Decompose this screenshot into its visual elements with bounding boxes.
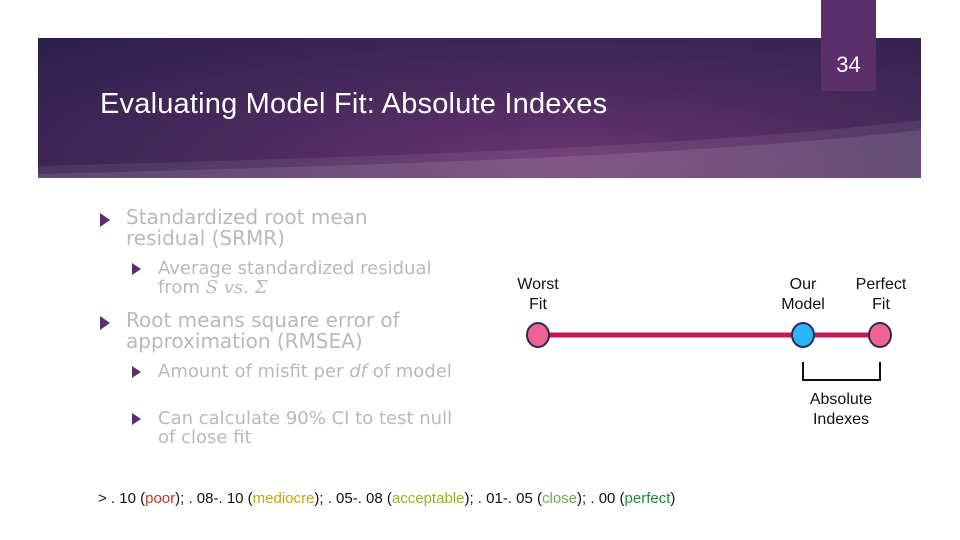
math-vs: vs. <box>223 277 249 298</box>
our-model-label-line2: Model <box>781 296 825 313</box>
worst-fit-label-line2: Fit <box>529 296 547 313</box>
bullet-rmsea-sub2-text: Can calculate 90% CI to test null of clo… <box>158 408 453 448</box>
perfect-fit-node <box>868 322 892 348</box>
absolute-indexes-label: Absolute Indexes <box>790 390 892 430</box>
absolute-indexes-bracket <box>802 362 881 381</box>
title-banner <box>38 38 921 178</box>
cutoff-poor: poor <box>145 490 176 507</box>
perfect-fit-label: Perfect Fit <box>846 275 916 315</box>
bullet-srmr: Standardized root mean residual (SRMR) <box>100 207 450 249</box>
bullet-arrow-icon <box>132 263 141 275</box>
perfect-fit-label-line1: Perfect <box>855 276 907 293</box>
bullet-srmr-sub-prefix: Average standardized residual from <box>158 258 432 298</box>
bullet-arrow-icon <box>100 213 110 227</box>
worst-fit-label-line1: Worst <box>517 276 559 293</box>
bullet-arrow-icon <box>100 316 110 330</box>
bullet-rmsea-sub1-b: of model <box>372 361 452 382</box>
cutoff-suffix: ) <box>670 490 676 507</box>
cutoff-sep4: ); . 00 ( <box>577 490 625 507</box>
page-number: 34 <box>836 52 861 77</box>
bullet-srmr-text: Standardized root mean residual (SRMR) <box>126 205 368 250</box>
bullet-arrow-icon <box>132 366 141 378</box>
cutoff-perfect: perfect <box>624 490 671 507</box>
bullet-arrow-icon <box>132 413 141 425</box>
absolute-indexes-label-line2: Indexes <box>812 411 870 428</box>
cutoff-acceptable: acceptable <box>391 490 465 507</box>
absolute-indexes-label-line1: Absolute <box>809 391 873 408</box>
our-model-label-line1: Our <box>789 276 817 293</box>
cutoff-sep3: ); . 01-. 05 ( <box>464 490 542 507</box>
cutoff-mediocre: mediocre <box>252 490 315 507</box>
cutoff-legend: > . 10 (poor); . 08-. 10 (mediocre); . 0… <box>98 490 675 507</box>
our-model-node <box>791 322 815 348</box>
bullet-rmsea-sub2: Can calculate 90% CI to test null of clo… <box>132 409 462 447</box>
bullet-srmr-sub: Average standardized residual from S vs.… <box>132 259 462 297</box>
bullet-rmsea-sub1-df: df <box>349 361 367 382</box>
perfect-fit-label-line2: Fit <box>872 296 890 313</box>
bullet-rmsea: Root means square error of approximation… <box>100 310 450 352</box>
math-sigma: Σ <box>254 277 268 298</box>
worst-fit-label: Worst Fit <box>508 275 568 315</box>
worst-fit-node <box>526 322 550 348</box>
bullet-rmsea-text: Root means square error of approximation… <box>126 308 400 353</box>
our-model-label: Our Model <box>770 275 836 315</box>
math-s: S <box>205 277 218 298</box>
slide-title: Evaluating Model Fit: Absolute Indexes <box>100 88 608 120</box>
banner-swoosh <box>38 120 921 178</box>
page-number-tab <box>821 0 876 91</box>
bullet-rmsea-sub1-a: Amount of misfit per <box>158 361 344 382</box>
cutoff-close: close <box>542 490 578 507</box>
bullet-srmr-sub-text: Average standardized residual from S vs.… <box>132 259 462 297</box>
cutoff-sep1: ); . 08-. 10 ( <box>175 490 253 507</box>
cutoff-prefix: > . 10 ( <box>98 490 146 507</box>
bullet-rmsea-sub1: Amount of misfit per df of model <box>132 362 462 381</box>
cutoff-sep2: ); . 05-. 08 ( <box>314 490 392 507</box>
bullet-rmsea-sub1-text: Amount of misfit per df of model <box>132 362 462 381</box>
